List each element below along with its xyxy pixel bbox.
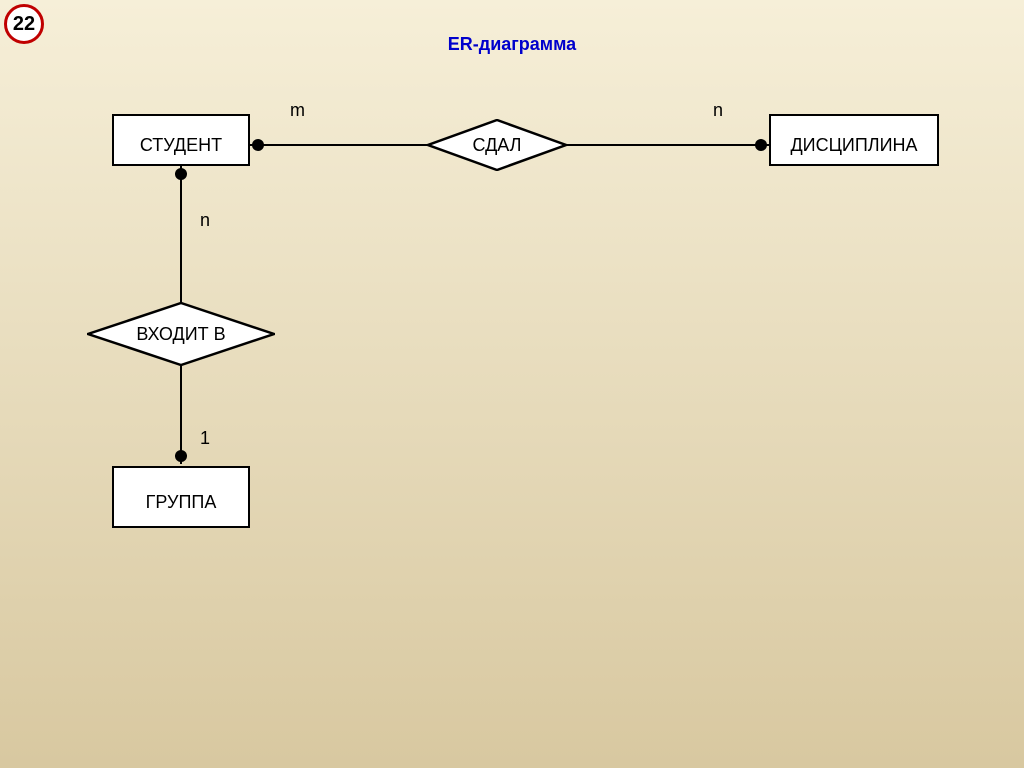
- entity-header-stripe: [769, 114, 939, 126]
- entity-label: ГРУППА: [146, 492, 217, 513]
- cardinality-label: m: [290, 100, 305, 121]
- entity-header-stripe: [112, 114, 250, 126]
- relation-passed: СДАЛ: [427, 119, 567, 171]
- connection-dot: [175, 168, 187, 180]
- entity-student: СТУДЕНТ: [112, 124, 250, 166]
- entity-label: ДИСЦИПЛИНА: [790, 135, 917, 156]
- entity-header-stripe: [112, 466, 250, 478]
- relation-label: ВХОДИТ В: [136, 324, 225, 345]
- connection-dot: [252, 139, 264, 151]
- edge: [180, 166, 183, 302]
- entity-label: СТУДЕНТ: [140, 135, 222, 156]
- relation-belongs: ВХОДИТ В: [87, 302, 275, 366]
- edge: [250, 144, 427, 147]
- cardinality-label: n: [713, 100, 723, 121]
- relation-label: СДАЛ: [472, 135, 521, 156]
- edge: [567, 144, 769, 147]
- connection-dot: [175, 450, 187, 462]
- er-diagram: СТУДЕНТ ДИСЦИПЛИНА ГРУППА СДАЛ ВХОДИТ В m n n 1: [0, 0, 1024, 768]
- entity-discipline: ДИСЦИПЛИНА: [769, 124, 939, 166]
- cardinality-label: n: [200, 210, 210, 231]
- entity-group: ГРУППА: [112, 476, 250, 528]
- cardinality-label: 1: [200, 428, 210, 449]
- connection-dot: [755, 139, 767, 151]
